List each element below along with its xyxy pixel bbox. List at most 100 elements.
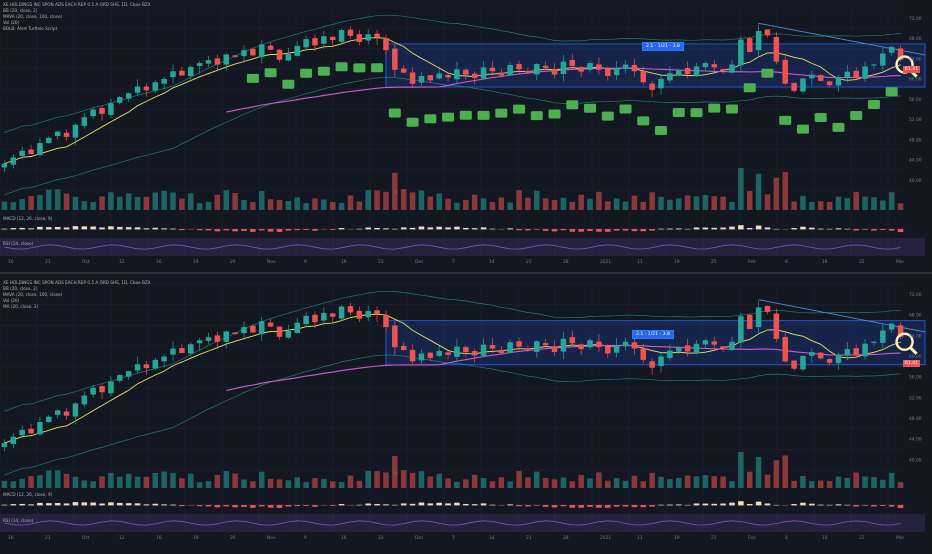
bottom-volume-bar [578, 475, 584, 488]
top-candle-body [374, 34, 380, 38]
bottom-macd-hist [703, 504, 709, 506]
bottom-date-tick: 22 [859, 535, 865, 541]
top-macd-hist [845, 229, 851, 230]
bottom-macd-hist [667, 505, 673, 506]
top-candle-body [339, 30, 345, 42]
bottom-candle-body [818, 353, 824, 359]
top-legend: XE HOLDINGS INC SPON ADS EACH REP 0.5 A … [3, 2, 151, 32]
pane-separator[interactable] [0, 272, 932, 274]
bottom-candle-body [862, 344, 868, 357]
bottom-volume-bar [472, 475, 478, 488]
top-volume-bar [28, 196, 34, 210]
bottom-macd-hist [454, 503, 460, 506]
top-candle-body [294, 46, 300, 56]
top-candle-body [303, 39, 309, 47]
top-candle-body [223, 54, 229, 64]
bottom-macd-hist [365, 504, 371, 506]
bottom-macd-hist [694, 503, 700, 505]
top-date-tick: 28 [563, 259, 569, 265]
bottom-candle-body [596, 342, 602, 348]
top-volume-bar [552, 200, 558, 210]
top-candle-body [153, 82, 159, 90]
bottom-note-badge[interactable]: 2.1 · 1/21 - 3.8 [632, 330, 674, 339]
top-macd-hist [37, 227, 43, 230]
top-candle-body [880, 54, 886, 66]
bottom-macd-hist [419, 503, 425, 506]
bottom-volume-bar [552, 479, 558, 488]
top-volume-bar [108, 192, 114, 210]
top-candle-body [703, 63, 709, 67]
top-volume-bar [845, 198, 851, 210]
bottom-macd-hist [738, 501, 744, 505]
bottom-macd-hist [374, 504, 380, 505]
top-candle-body [641, 71, 647, 82]
bottom-macd-hist [179, 505, 185, 506]
bottom-candle-body [241, 327, 247, 333]
bottom-macd-hist [37, 503, 43, 506]
bottom-volume-bar [845, 478, 851, 488]
top-volume-bar [277, 200, 283, 210]
bottom-volume-bar [126, 474, 132, 488]
bottom-macd-hist [144, 504, 150, 505]
top-note-badge[interactable]: 2.1 · 1/21 - 3.8 [642, 42, 684, 51]
bottom-candle-body [507, 342, 513, 353]
top-signal-badge [424, 114, 436, 123]
bottom-macd-hist [330, 505, 336, 506]
bottom-date-tick: 12 [119, 535, 125, 541]
top-volume-bar [818, 201, 824, 210]
bottom-macd-hist [392, 505, 398, 506]
top-candle-body [756, 31, 762, 50]
bottom-volume-bar [818, 480, 824, 488]
top-signal-badge [336, 62, 348, 71]
bottom-candle-body [756, 307, 762, 327]
bottom-volume-bar [179, 478, 185, 488]
top-volume-bar [197, 203, 203, 210]
top-macd-hist [507, 228, 513, 229]
top-volume-marker: 0 [395, 190, 398, 196]
top-volume-bar [135, 197, 141, 210]
bottom-volume-bar [223, 471, 229, 488]
bottom-volume-bar [827, 481, 833, 488]
top-volume-bar [365, 190, 371, 210]
top-date-tick: 21 [45, 259, 51, 265]
bottom-volume-bar [623, 481, 629, 488]
bottom-date-tick: 21 [526, 535, 532, 541]
bottom-candle-body [215, 335, 221, 341]
bottom-candle-body [552, 346, 558, 352]
top-candle-body [889, 47, 895, 53]
top-volume-bar [694, 196, 700, 210]
bottom-date-tick: 23 [378, 535, 384, 541]
bottom-volume-bar [614, 478, 620, 488]
top-macd-hist [153, 228, 159, 230]
top-volume-bar [499, 197, 505, 210]
bottom-volume-bar [720, 477, 726, 488]
bottom-candle-body [55, 410, 61, 415]
top-macd-hist [46, 227, 52, 229]
top-candle-body [649, 84, 655, 90]
bottom-date-tick: 14 [489, 535, 495, 541]
top-candle-body [818, 75, 824, 81]
top-volume-bar [596, 192, 602, 210]
bottom-volume-bar [108, 473, 114, 488]
top-macd-hist [898, 229, 904, 232]
top-date-tick: 16 [341, 259, 347, 265]
top-volume-bar [738, 168, 744, 210]
bottom-volume-bar [880, 480, 886, 488]
bottom-candle-body [800, 356, 806, 369]
top-candle-body [241, 50, 247, 56]
top-macd-hist [374, 228, 380, 229]
bottom-macd-hist [889, 505, 895, 507]
top-macd-hist [312, 229, 318, 231]
bottom-candle-body [676, 347, 682, 351]
top-date-tick: 19 [193, 259, 199, 265]
top-signal-badge [300, 69, 312, 78]
bottom-volume-bar [516, 471, 522, 488]
top-volume-bar [774, 178, 780, 210]
bottom-volume-bar [2, 481, 8, 488]
bottom-macd-hist [82, 502, 88, 505]
bottom-volume-bar [401, 470, 407, 488]
top-date-tick: 9 [304, 259, 307, 265]
top-candle-body [286, 54, 292, 61]
top-signal-badge [850, 111, 862, 120]
